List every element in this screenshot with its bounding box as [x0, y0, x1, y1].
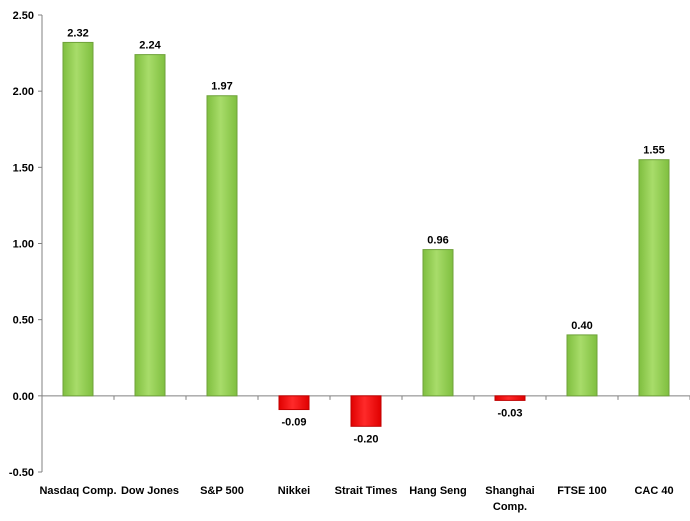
x-tick-label: Dow Jones	[121, 485, 179, 497]
y-tick-label: 2.00	[13, 86, 34, 98]
data-label: 1.55	[643, 145, 664, 157]
y-tick-label: 1.50	[13, 162, 34, 174]
data-label: 2.32	[67, 27, 88, 39]
x-tick-label: Comp.	[493, 501, 527, 513]
data-label: -0.09	[281, 417, 306, 429]
bar	[279, 396, 309, 410]
y-tick-label: 0.50	[13, 315, 34, 327]
bars	[63, 42, 669, 426]
y-tick-label: 0.00	[13, 391, 34, 403]
data-label: -0.20	[353, 433, 378, 445]
x-tick-label: Hang Seng	[409, 485, 466, 497]
x-tick-label: FTSE 100	[557, 485, 607, 497]
bar	[423, 250, 453, 396]
axes: 2.50 2.00 1.50 1.00 0.50 0.00 -0.50 Nasdaq Comp…	[9, 10, 690, 513]
data-label: 1.97	[211, 81, 232, 93]
x-tick-label: Shanghai	[485, 485, 535, 497]
data-label: 0.40	[571, 320, 592, 332]
data-label: 0.96	[427, 235, 448, 247]
bar	[639, 160, 669, 396]
bar	[351, 396, 381, 426]
data-label: -0.03	[497, 407, 522, 419]
bar	[207, 96, 237, 396]
y-tick-label: -0.50	[9, 467, 34, 479]
x-tick-label: Strait Times	[335, 485, 398, 497]
x-tick-label: Nasdaq Comp.	[39, 485, 116, 497]
x-tick-label: Nikkei	[278, 485, 310, 497]
x-tick-label: CAC 40	[634, 485, 673, 497]
y-tick-label: 1.00	[13, 239, 34, 251]
x-tick-label: S&P 500	[200, 485, 244, 497]
bar	[63, 42, 93, 395]
bar	[135, 55, 165, 396]
bar	[567, 335, 597, 396]
y-tick-label: 2.50	[13, 10, 34, 22]
data-label: 2.24	[139, 40, 161, 52]
bar	[495, 396, 525, 401]
